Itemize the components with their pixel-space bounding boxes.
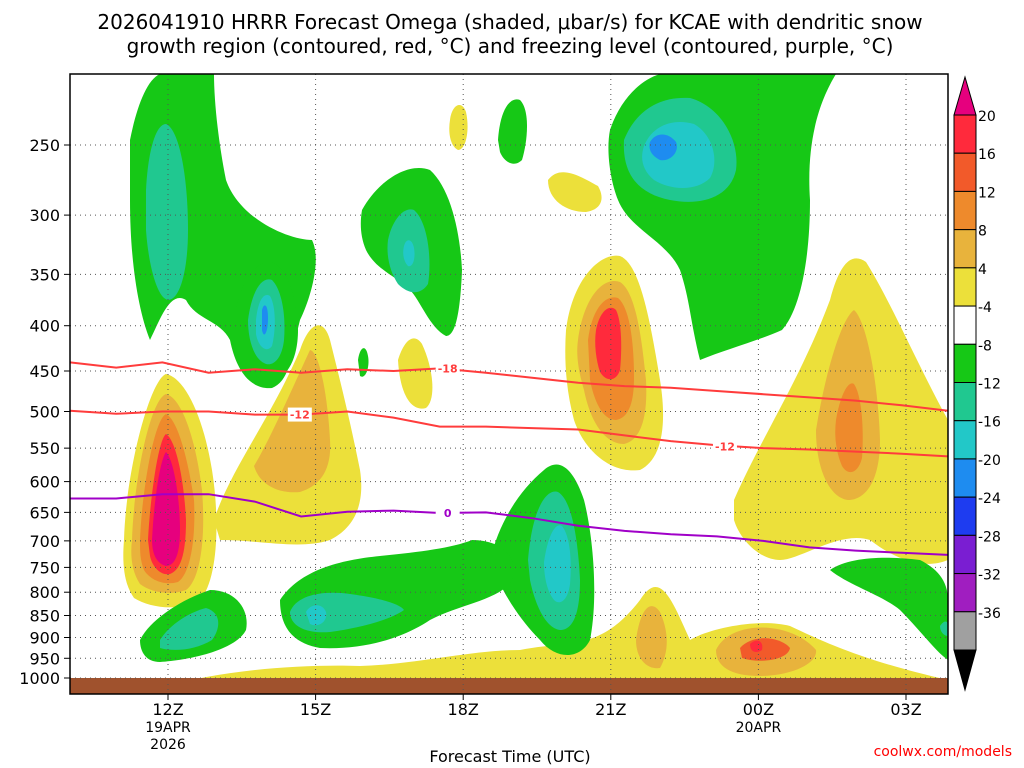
y-tick-label-300: 300 (29, 206, 60, 225)
colorbar-swatch-5 (953, 305, 977, 345)
colorbar-label-7: -12 (978, 377, 1001, 393)
shade-green-19z-top (498, 99, 527, 164)
gridlines (70, 74, 948, 694)
contour-label-bg-1 (287, 407, 312, 422)
shade-red-lowlevel-core (750, 640, 763, 652)
colorbar-swatch-12 (953, 573, 977, 613)
colorbar-swatch-6 (953, 343, 977, 383)
colorbar-swatch-7 (953, 382, 977, 422)
colorbar-label-5: -4 (978, 300, 992, 316)
contour-label-2: -12 (715, 441, 735, 454)
colorbar-label-2: 12 (978, 185, 996, 201)
x-tick-label-4-0: 00Z (743, 700, 774, 719)
y-tick-label-450: 450 (29, 362, 60, 381)
shade-yellow-17z-mid (398, 338, 433, 409)
colorbar-label-13: -36 (978, 606, 1001, 622)
shade-red-21z (595, 307, 622, 380)
y-tick-label-500: 500 (29, 403, 60, 422)
y-tick-label-750: 750 (29, 558, 60, 577)
omega-shading (70, 74, 948, 694)
shade-magenta-12z (152, 452, 180, 566)
colorbar-label-0: 20 (978, 109, 996, 125)
colorbar-swatch-8 (953, 420, 977, 460)
colorbar-label-3: 8 (978, 224, 987, 240)
x-tick-label-0-1: 19APR (145, 720, 191, 736)
x-tick-label-3-0: 21Z (595, 700, 626, 719)
contour-label-0: -18 (438, 362, 458, 375)
x-tick-label-1-0: 15Z (300, 700, 331, 719)
contour-label-bg-3 (435, 505, 460, 520)
contour-label-bg-0 (435, 361, 460, 376)
y-tick-label-550: 550 (29, 439, 60, 458)
contour-label-bg-2 (712, 439, 737, 454)
y-tick-label-950: 950 (29, 649, 60, 668)
freezing-level-line (70, 493, 949, 556)
chart-title-line-1: 2026041910 HRRR Forecast Omega (shaded, … (97, 10, 922, 34)
plot-area: -18 -12 -12 0 250 300 350 400 450 500 550 600 650 70… (19, 73, 949, 753)
colorbar-label-10: -24 (978, 491, 1001, 507)
colorbar-label-12: -32 (978, 568, 1001, 584)
temperature-contours: -18 -12 -12 0 (69, 361, 949, 556)
colorbar-label-8: -16 (978, 415, 1001, 431)
colorbar-top-arrow (953, 75, 977, 116)
y-tick-label-850: 850 (29, 607, 60, 626)
colorbar-label-9: -20 (978, 453, 1001, 469)
shade-orange2-02z (835, 383, 863, 473)
colorbar-label-4: 4 (978, 262, 987, 278)
x-tick-label-2-0: 18Z (448, 700, 479, 719)
colorbar-swatch-2 (953, 190, 977, 231)
shade-yellow-18z-top (449, 105, 468, 150)
shade-yellow-19z-top (548, 172, 602, 212)
y-tick-label-650: 650 (29, 503, 60, 522)
y-tick-label-1000: 1000 (19, 669, 60, 688)
y-tick-label-600: 600 (29, 473, 60, 492)
x-tick-label-0-0: 12Z (152, 700, 183, 719)
x-tick-label-4-1: 20APR (736, 720, 782, 736)
ground-surface (70, 678, 948, 694)
dgz-minus18-line (69, 361, 949, 412)
y-tick-label-900: 900 (29, 628, 60, 647)
colorbar: 20 16 12 8 4 -4 -8 -12 -16 -20 -24 -28 -32 -36 (953, 75, 1001, 692)
colorbar-bottom-arrow (953, 649, 977, 692)
plot-border (69, 73, 949, 695)
shade-orange-lowlevel-1 (636, 606, 667, 669)
colorbar-swatch-3 (953, 229, 977, 269)
shade-blue-14z (262, 305, 268, 335)
x-axis-label: Forecast Time (UTC) (429, 747, 590, 766)
colorbar-label-6: -8 (978, 338, 992, 354)
y-tick-label-800: 800 (29, 583, 60, 602)
contour-label-1: -12 (290, 409, 310, 422)
shade-cyan-lowlevel-15z (306, 605, 327, 626)
colorbar-swatch-9 (953, 458, 977, 498)
x-tick-label-5-0: 03Z (890, 700, 921, 719)
contour-label-3: 0 (444, 507, 452, 520)
credit-text: coolwx.com/models (874, 744, 1012, 760)
colorbar-label-1: 16 (978, 147, 996, 163)
colorbar-swatch-1 (953, 152, 977, 192)
shade-teal-12z-upper (146, 124, 188, 300)
colorbar-swatch-10 (953, 496, 977, 536)
colorbar-swatch-0 (953, 114, 977, 154)
y-tick-label-400: 400 (29, 317, 60, 336)
y-tick-label-250: 250 (29, 136, 60, 155)
shade-cyan-20z-mid (544, 525, 571, 603)
y-axis: 250 300 350 400 450 500 550 600 650 700 750 800 850 9… (19, 136, 70, 688)
shade-blue-22z-upper (649, 134, 677, 161)
shade-teal-lowlevel-03z (940, 621, 948, 636)
colorbar-swatch-4 (953, 267, 977, 307)
dgz-minus12-line (69, 409, 949, 458)
colorbar-label-11: -28 (978, 529, 1001, 545)
shade-green-lowlevel-03z (830, 557, 948, 660)
shade-teal-lowlevel-12z (160, 608, 219, 650)
colorbar-swatch-13 (953, 611, 977, 651)
x-tick-label-0-2: 2026 (150, 737, 186, 753)
shade-cyan-17z-upper (403, 240, 415, 267)
y-tick-label-350: 350 (29, 265, 60, 284)
chart-title-line-2: growth region (contoured, red, °C) and f… (127, 34, 894, 58)
y-tick-label-700: 700 (29, 532, 60, 551)
colorbar-swatch-11 (953, 534, 977, 575)
